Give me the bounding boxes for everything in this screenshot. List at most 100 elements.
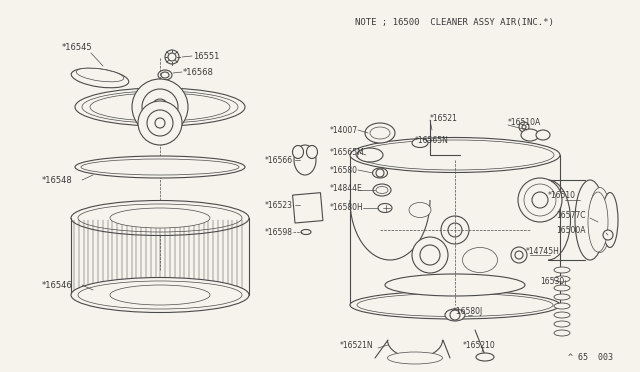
Circle shape [155, 118, 165, 128]
Text: *16568: *16568 [183, 67, 214, 77]
Ellipse shape [376, 186, 388, 193]
Ellipse shape [554, 330, 570, 336]
Ellipse shape [602, 192, 618, 247]
Ellipse shape [78, 281, 242, 309]
Ellipse shape [372, 168, 387, 178]
Ellipse shape [476, 353, 494, 361]
Circle shape [376, 169, 384, 177]
Circle shape [147, 110, 173, 136]
Ellipse shape [445, 309, 465, 321]
Text: *16523: *16523 [265, 201, 293, 209]
Text: *16565M: *16565M [330, 148, 365, 157]
Text: *16565N: *16565N [415, 135, 449, 144]
Text: NOTE ; 16500  CLEANER ASSY AIR(INC.*): NOTE ; 16500 CLEANER ASSY AIR(INC.*) [355, 17, 554, 26]
Text: *16598: *16598 [265, 228, 293, 237]
Ellipse shape [71, 201, 249, 235]
Circle shape [519, 122, 529, 132]
Ellipse shape [357, 148, 383, 162]
Ellipse shape [521, 129, 539, 141]
Ellipse shape [75, 88, 245, 126]
Ellipse shape [81, 159, 239, 175]
Text: *16580H: *16580H [330, 202, 364, 212]
Ellipse shape [76, 68, 124, 82]
Text: 16500A: 16500A [556, 225, 586, 234]
Ellipse shape [536, 130, 550, 140]
Circle shape [532, 192, 548, 208]
Text: *16580J: *16580J [453, 308, 483, 317]
Ellipse shape [378, 203, 392, 212]
Circle shape [142, 89, 178, 125]
Ellipse shape [161, 72, 169, 78]
Ellipse shape [110, 285, 210, 305]
Text: *14745H: *14745H [526, 247, 560, 257]
Ellipse shape [409, 202, 431, 218]
Circle shape [515, 251, 523, 259]
Ellipse shape [307, 145, 317, 158]
Ellipse shape [110, 208, 210, 228]
Text: *16521: *16521 [430, 113, 458, 122]
Ellipse shape [554, 303, 570, 309]
Ellipse shape [387, 352, 442, 364]
Circle shape [412, 237, 448, 273]
Circle shape [165, 50, 179, 64]
Ellipse shape [365, 123, 395, 143]
Ellipse shape [71, 68, 129, 88]
Text: *14007: *14007 [330, 125, 358, 135]
Ellipse shape [350, 291, 560, 319]
Text: 16530: 16530 [540, 278, 564, 286]
Circle shape [518, 178, 562, 222]
Text: *16566: *16566 [265, 155, 293, 164]
Circle shape [448, 223, 462, 237]
Circle shape [132, 79, 188, 135]
Circle shape [450, 310, 460, 320]
Ellipse shape [350, 138, 560, 173]
Ellipse shape [75, 156, 245, 178]
Circle shape [152, 99, 168, 115]
Ellipse shape [554, 321, 570, 327]
Ellipse shape [71, 278, 249, 312]
Ellipse shape [589, 187, 611, 253]
Text: *165210: *165210 [463, 340, 496, 350]
Ellipse shape [554, 267, 570, 273]
Circle shape [420, 245, 440, 265]
Ellipse shape [158, 70, 172, 80]
Circle shape [441, 216, 469, 244]
Ellipse shape [554, 312, 570, 318]
Circle shape [138, 101, 182, 145]
Bar [292, 193, 323, 223]
Ellipse shape [588, 192, 608, 252]
Text: 16551: 16551 [193, 51, 220, 61]
Text: *16521N: *16521N [340, 340, 374, 350]
Ellipse shape [294, 145, 316, 175]
Text: ^ 65  003: ^ 65 003 [568, 353, 613, 362]
Ellipse shape [385, 274, 525, 296]
Ellipse shape [370, 127, 390, 139]
Ellipse shape [412, 138, 428, 148]
Text: *16545: *16545 [62, 42, 93, 51]
Text: *16546: *16546 [42, 280, 73, 289]
Circle shape [603, 230, 613, 240]
Text: *16510: *16510 [548, 190, 576, 199]
Ellipse shape [292, 145, 303, 158]
Ellipse shape [357, 294, 553, 317]
Text: 16577C: 16577C [556, 211, 586, 219]
Text: *16580: *16580 [330, 166, 358, 174]
Text: *16548: *16548 [42, 176, 73, 185]
Ellipse shape [575, 180, 605, 260]
Circle shape [511, 247, 527, 263]
Ellipse shape [554, 276, 570, 282]
Ellipse shape [463, 247, 497, 273]
Ellipse shape [82, 91, 238, 123]
Ellipse shape [301, 230, 311, 234]
Text: *14844E: *14844E [330, 183, 363, 192]
Ellipse shape [373, 184, 391, 196]
Ellipse shape [356, 140, 554, 170]
Ellipse shape [554, 294, 570, 300]
Ellipse shape [90, 93, 230, 121]
Circle shape [522, 125, 526, 129]
Ellipse shape [78, 204, 242, 232]
Circle shape [168, 53, 176, 61]
Ellipse shape [554, 285, 570, 291]
Text: *16510A: *16510A [508, 118, 541, 126]
Circle shape [524, 184, 556, 216]
